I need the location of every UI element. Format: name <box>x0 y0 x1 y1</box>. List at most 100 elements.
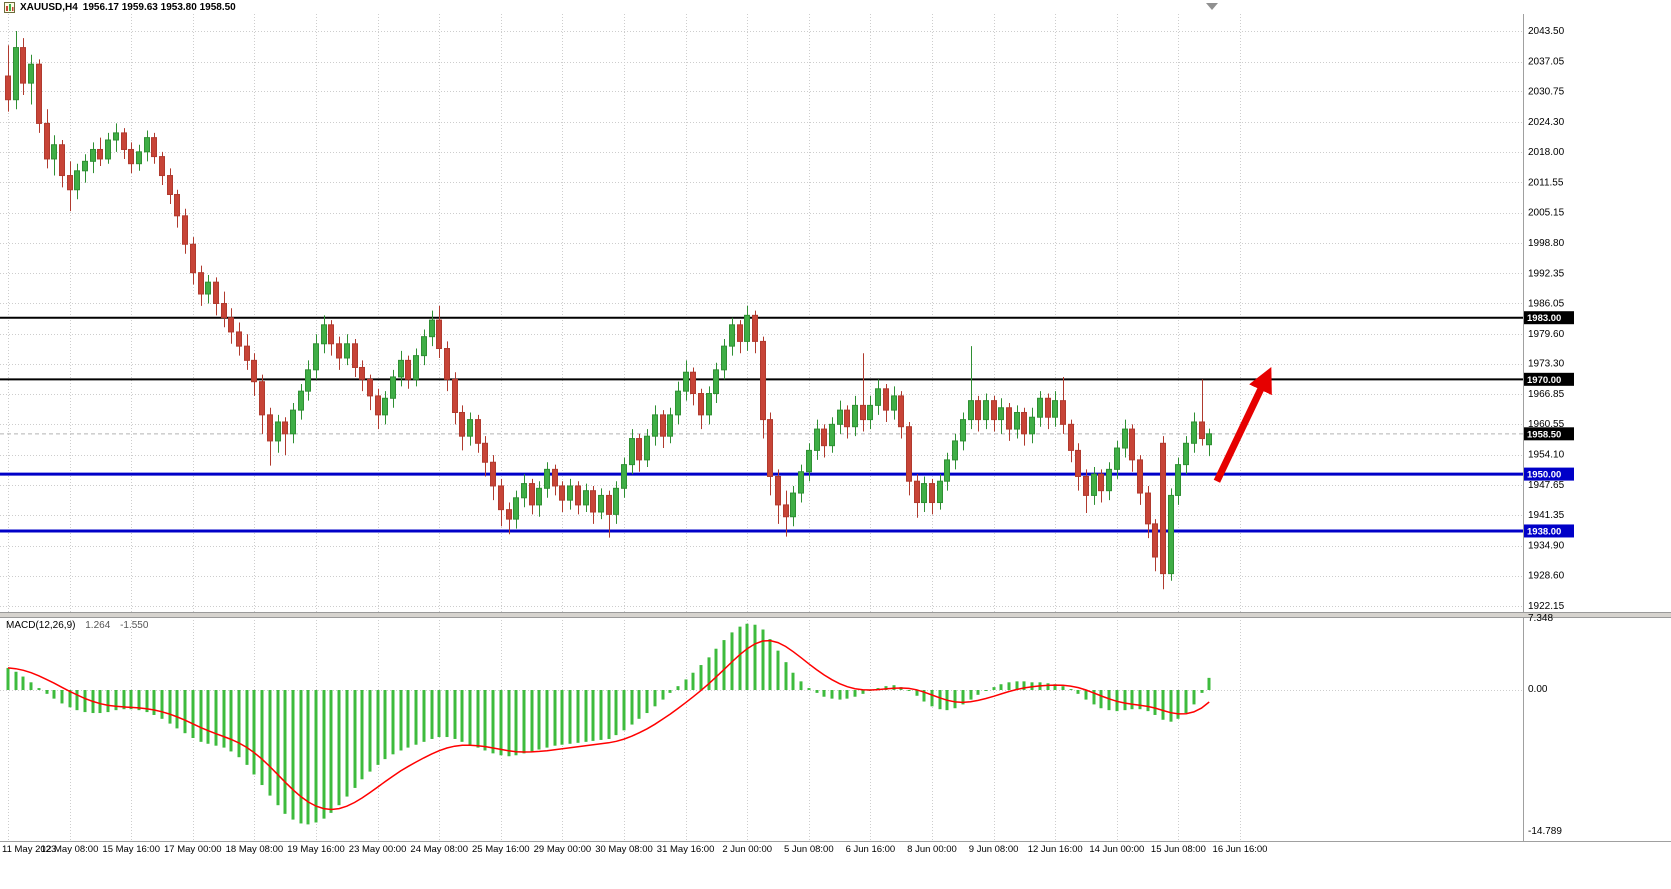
chart-title: XAUUSD,H4 1956.17 1959.63 1953.80 1958.5… <box>4 2 236 13</box>
macd-bar <box>329 690 333 813</box>
macd-bar <box>306 690 310 825</box>
macd-bar <box>1153 690 1157 715</box>
macd-bar <box>1176 690 1180 719</box>
candle-down <box>783 504 789 518</box>
macd-bar <box>168 690 172 724</box>
candle-down <box>1006 407 1012 430</box>
macd-bar <box>514 690 518 756</box>
macd-bar <box>668 690 672 693</box>
candle-up <box>998 407 1004 421</box>
candle-down <box>860 404 866 421</box>
candle-down <box>167 175 173 195</box>
price-tick-label: 2030.75 <box>1528 86 1565 97</box>
time-tick-label: 16 Jun 16:00 <box>1213 844 1268 855</box>
price-tick-label: 2005.15 <box>1528 208 1565 219</box>
macd-bar <box>276 690 280 806</box>
candle-down <box>1083 475 1089 496</box>
candle-up <box>921 483 927 504</box>
price-tick-label: 1928.60 <box>1528 571 1565 582</box>
macd-bar <box>183 690 187 734</box>
macd-bar <box>445 690 449 738</box>
candle-up <box>13 47 19 101</box>
candle-down <box>452 378 458 413</box>
macd-bar <box>661 690 665 700</box>
price-tag-label: 1970.00 <box>1527 375 1561 386</box>
panel-splitter[interactable] <box>0 612 1671 618</box>
candle-up <box>706 393 712 416</box>
candle-up <box>28 63 34 84</box>
macd-bar <box>229 690 233 752</box>
macd-bar <box>930 690 934 707</box>
macd-bar <box>453 690 457 739</box>
macd-bar <box>838 690 842 700</box>
candle-down <box>259 381 265 416</box>
candle-up <box>798 471 804 494</box>
candle-down <box>767 419 773 477</box>
candle-up <box>960 419 966 442</box>
candles <box>5 31 1212 590</box>
candle-up <box>1114 447 1120 470</box>
macd-bar <box>468 690 472 745</box>
macd-scale-zero: 0.00 <box>1528 684 1548 695</box>
macd-bar <box>214 690 218 746</box>
candle-up <box>837 409 843 425</box>
candle-up <box>644 435 650 461</box>
chart-shift-marker[interactable] <box>1206 3 1218 10</box>
candle-up <box>305 369 311 392</box>
macd-bar <box>807 688 811 690</box>
macd-histogram <box>6 623 1211 825</box>
candle-down <box>1152 523 1158 558</box>
macd-bar <box>137 690 141 711</box>
macd-bar <box>1130 690 1134 710</box>
candle-up <box>1206 433 1212 446</box>
macd-bar <box>52 690 56 699</box>
time-tick-label: 24 May 08:00 <box>410 844 468 855</box>
price-tag-label: 1983.00 <box>1527 313 1561 324</box>
macd-bar <box>360 690 364 780</box>
macd-bar <box>152 690 156 715</box>
macd-bar <box>969 690 973 700</box>
macd-bar <box>21 676 25 690</box>
candle-up <box>421 336 427 357</box>
candle-up <box>136 151 142 165</box>
macd-bar <box>745 623 749 690</box>
candle-up <box>675 390 681 416</box>
price-tag <box>1524 311 1574 325</box>
candle-down <box>282 421 288 435</box>
macd-scale-min: -14.789 <box>1528 826 1562 837</box>
candle-down <box>182 215 188 245</box>
macd-bar <box>907 690 911 691</box>
time-tick-label: 23 May 00:00 <box>349 844 407 855</box>
trend-arrow[interactable] <box>1213 366 1272 483</box>
macd-bar <box>406 690 410 748</box>
macd-bar <box>322 690 326 819</box>
candle-down <box>1068 423 1074 451</box>
candle-up <box>867 404 873 421</box>
macd-bar <box>175 690 179 729</box>
macd-bar <box>1061 686 1065 690</box>
candle-down <box>97 148 103 160</box>
time-tick-label: 19 May 16:00 <box>287 844 345 855</box>
price-tick-label: 1922.15 <box>1528 601 1565 612</box>
candle-down <box>506 509 512 520</box>
candle-up <box>1029 416 1035 435</box>
candle-down <box>690 371 696 395</box>
candle-up <box>891 395 897 411</box>
candle-down <box>1199 421 1205 440</box>
macd-bar <box>537 690 541 750</box>
candle-up <box>790 492 796 518</box>
candle-up <box>413 355 419 380</box>
candle-down <box>929 483 935 504</box>
candle-up <box>105 139 111 160</box>
macd-bar <box>961 690 965 705</box>
candle-down <box>174 193 180 217</box>
candle-down <box>821 428 827 447</box>
macd-bar <box>861 690 865 694</box>
candle-down <box>898 395 904 428</box>
ohlc-values: 1956.17 1959.63 1953.80 1958.50 <box>82 2 236 13</box>
macd-bar <box>1200 690 1204 693</box>
time-tick-label: 12 May 08:00 <box>41 844 99 855</box>
candle-up <box>275 421 281 442</box>
macd-bar <box>791 672 795 690</box>
